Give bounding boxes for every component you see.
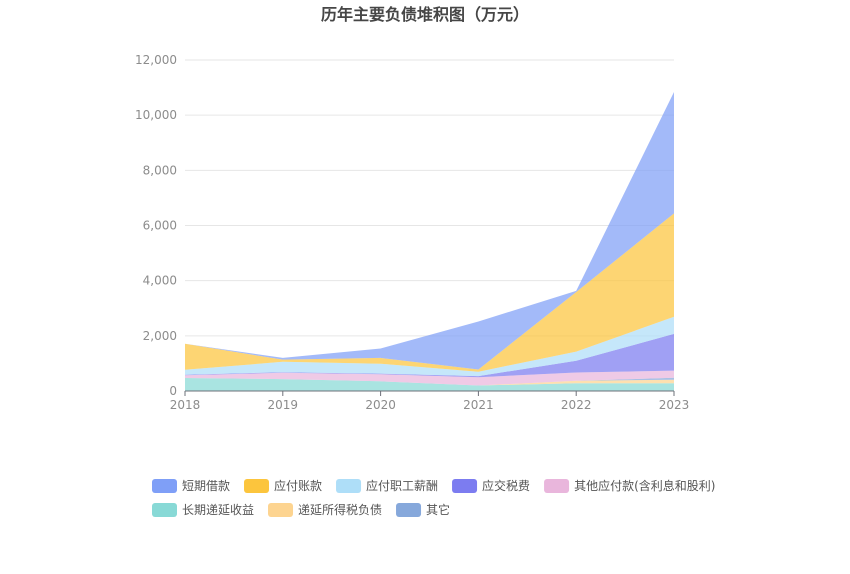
area-series-0[interactable] <box>185 378 674 391</box>
legend-label: 其他应付款(含利息和股利) <box>574 478 715 493</box>
y-tick-label: 4,000 <box>143 274 177 288</box>
legend-item[interactable]: 递延所得税负债 <box>268 502 382 517</box>
legend-swatch <box>152 479 177 493</box>
legend-item[interactable]: 其它 <box>396 502 450 517</box>
legend-swatch <box>452 479 478 493</box>
x-tick-label: 2020 <box>365 398 396 412</box>
legend-item[interactable]: 长期递延收益 <box>152 503 254 517</box>
x-tick-label: 2023 <box>659 398 690 412</box>
legend-label: 长期递延收益 <box>182 503 254 517</box>
y-tick-label: 6,000 <box>143 219 177 233</box>
legend-swatch <box>268 503 294 517</box>
legend-item[interactable]: 应付职工薪酬 <box>336 478 438 493</box>
y-tick-label: 0 <box>169 384 177 398</box>
legend-label: 递延所得税负债 <box>298 502 382 517</box>
x-tick-label: 2018 <box>170 398 201 412</box>
legend-swatch <box>336 479 362 493</box>
area-series-4[interactable] <box>185 333 674 378</box>
area-series-1[interactable] <box>185 378 674 386</box>
x-tick-label: 2019 <box>268 398 299 412</box>
chart-title: 历年主要负债堆积图（万元） <box>321 5 529 24</box>
area-series-5[interactable] <box>185 316 674 377</box>
x-tick-label: 2022 <box>561 398 592 412</box>
legend-swatch <box>152 503 177 517</box>
legend-item[interactable]: 应付账款 <box>244 478 322 493</box>
legend: 短期借款 应付账款 应付职工薪酬 应交税费 其他应付款(含利息和股利) 长期递延收益 递延所… <box>152 478 715 517</box>
area-series-6[interactable] <box>185 213 674 372</box>
area-series-3[interactable] <box>185 370 674 386</box>
legend-label: 其它 <box>426 502 450 517</box>
grid-lines <box>185 59 674 392</box>
legend-item[interactable]: 短期借款 <box>152 479 230 493</box>
x-axis: 2018 2019 2020 2021 2022 2023 <box>170 390 690 412</box>
y-tick-label: 10,000 <box>135 108 177 122</box>
legend-swatch <box>244 479 270 493</box>
y-axis: 0 2,000 4,000 6,000 8,000 10,000 12,000 <box>135 53 177 398</box>
series-areas <box>185 92 674 391</box>
legend-item[interactable]: 其他应付款(含利息和股利) <box>544 478 715 493</box>
area-series-7[interactable] <box>185 92 674 370</box>
legend-swatch <box>396 503 422 517</box>
y-tick-label: 12,000 <box>135 53 177 67</box>
y-tick-label: 8,000 <box>143 163 177 177</box>
x-tick-label: 2021 <box>463 398 494 412</box>
legend-label: 应付账款 <box>274 478 322 493</box>
legend-item[interactable]: 应交税费 <box>452 478 530 493</box>
legend-label: 应付职工薪酬 <box>366 478 438 493</box>
legend-label: 短期借款 <box>182 479 230 493</box>
legend-label: 应交税费 <box>482 478 530 493</box>
legend-swatch <box>544 479 570 493</box>
y-tick-label: 2,000 <box>143 329 177 343</box>
